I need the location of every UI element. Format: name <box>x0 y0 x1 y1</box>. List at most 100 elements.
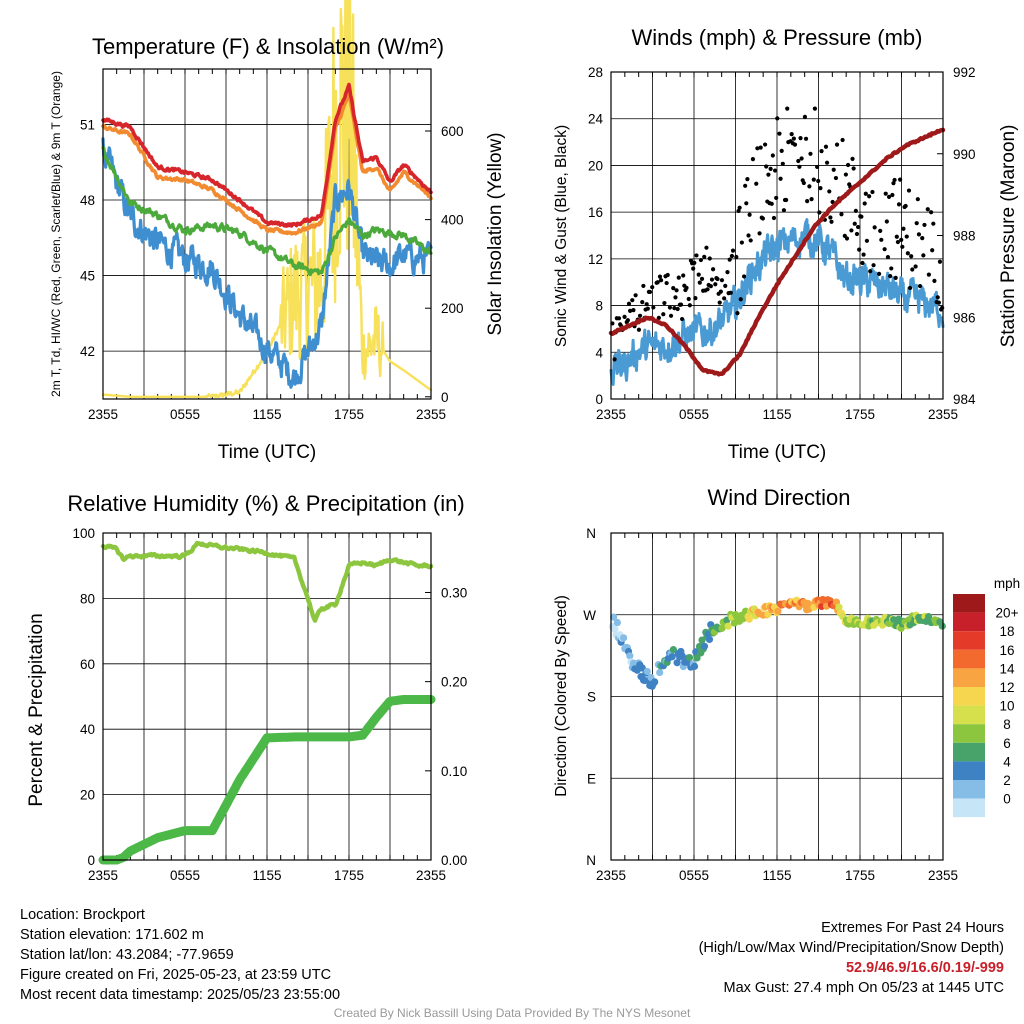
gust-point <box>644 302 649 307</box>
gust-point <box>665 272 670 278</box>
x-tick-label: 0555 <box>170 868 200 883</box>
y-tick-label: 28 <box>588 65 603 80</box>
gust-point <box>846 162 851 168</box>
gust-point <box>799 156 804 161</box>
colorbar-label: 8 <box>1003 717 1011 732</box>
x-tick-label: 2355 <box>928 407 958 422</box>
y2-tick-label: 0.00 <box>441 853 467 868</box>
latlon-text: Station lat/lon: 43.2084; -77.9659 <box>20 947 234 963</box>
gust-point <box>730 248 736 253</box>
y-tick-label: 48 <box>80 193 95 208</box>
extremes-info: Extremes For Past 24 Hours (High/Low/Max… <box>699 918 1004 998</box>
x-tick-label: 2355 <box>928 868 958 883</box>
gust-point <box>829 219 834 224</box>
gust-point <box>925 207 930 212</box>
gust-point <box>766 172 771 177</box>
gust-point <box>796 158 801 164</box>
gust-point <box>710 267 716 272</box>
colorbar-label: 12 <box>999 680 1014 695</box>
gust-point <box>863 191 868 196</box>
gust-point <box>673 295 678 300</box>
colorbar-label: 4 <box>1003 754 1011 769</box>
precip-line <box>98 695 436 865</box>
gust-point <box>702 254 707 259</box>
gust-point <box>633 293 638 298</box>
max-gust-text: Max Gust: 27.4 mph On 05/23 at 1445 UTC <box>723 980 1004 996</box>
gust-point <box>889 266 894 271</box>
colorbar-segment <box>953 687 985 706</box>
gust-point <box>859 214 864 219</box>
gust-point <box>940 305 945 310</box>
gust-point <box>693 296 698 301</box>
gust-point <box>910 267 915 272</box>
gust-point <box>779 148 784 153</box>
direction-point <box>685 653 694 662</box>
gust-point <box>744 201 749 206</box>
gust-point <box>746 233 751 238</box>
gust-point <box>895 239 901 245</box>
gust-point <box>802 114 808 119</box>
gust-point <box>707 256 712 261</box>
extremes-legend: (High/Low/Max Wind/Precipitation/Snow De… <box>698 940 1004 956</box>
gust-point <box>839 212 844 217</box>
gust-point <box>907 285 913 291</box>
gust-point <box>737 205 742 210</box>
gust-point <box>727 257 732 262</box>
direction-point <box>611 625 619 633</box>
gust-point <box>684 285 689 290</box>
gust-point <box>812 106 818 111</box>
gust-point <box>894 234 899 239</box>
y-tick-label: 20 <box>80 788 95 803</box>
gust-point <box>750 157 756 162</box>
credit-text: Created By Nick Bassill Using Data Provi… <box>333 1006 691 1020</box>
gust-point <box>760 216 765 221</box>
colorbar-segment <box>953 724 985 743</box>
gust-point <box>774 195 779 201</box>
gust-point <box>857 247 862 252</box>
gust-point <box>699 276 705 281</box>
direction-point <box>651 678 659 686</box>
gust-point <box>892 177 897 183</box>
y2-tick-label: 984 <box>953 392 976 407</box>
x-tick-label: 2355 <box>88 868 118 883</box>
gust-point <box>758 145 763 150</box>
gust-point <box>662 300 667 306</box>
gust-point <box>672 306 677 311</box>
gust-point <box>789 132 794 137</box>
gust-point <box>747 212 752 217</box>
gust-point <box>723 283 728 288</box>
rh-line <box>100 540 434 623</box>
gust-point <box>725 270 730 275</box>
gust-point <box>781 208 787 213</box>
gust-point <box>680 316 685 322</box>
x-tick-label: 1155 <box>252 868 281 883</box>
gust-point <box>658 278 664 283</box>
direction-point <box>774 607 782 615</box>
gust-point <box>914 221 919 226</box>
colorbar-label: 16 <box>999 643 1014 658</box>
gust-point <box>864 238 870 243</box>
plot-border <box>102 68 432 400</box>
gust-point <box>775 116 780 121</box>
station-info: Location: Brockport Station elevation: 1… <box>20 905 340 1005</box>
colorbar-segment <box>953 612 985 632</box>
y-tick-label: 0 <box>87 853 95 868</box>
gust-point <box>748 238 753 243</box>
gust-point <box>853 208 858 213</box>
gust-point <box>803 136 809 141</box>
gust-point <box>734 254 739 260</box>
gust-point <box>686 296 691 302</box>
gust-point <box>852 221 857 226</box>
direction-point <box>690 662 699 670</box>
temp-9m-line <box>101 90 433 236</box>
gust-point <box>809 197 814 202</box>
gust-point <box>718 289 723 294</box>
colorbar-label: 14 <box>999 661 1015 676</box>
y-tick-label: 8 <box>595 299 603 314</box>
colorbar-segment <box>953 649 985 669</box>
y2-axis-label: Solar Insolation (Yellow) <box>485 132 506 335</box>
gust-point <box>921 253 926 258</box>
gust-point <box>676 275 681 280</box>
x-tick-label: 2355 <box>416 407 446 422</box>
x-tick-label: 1155 <box>762 868 791 883</box>
